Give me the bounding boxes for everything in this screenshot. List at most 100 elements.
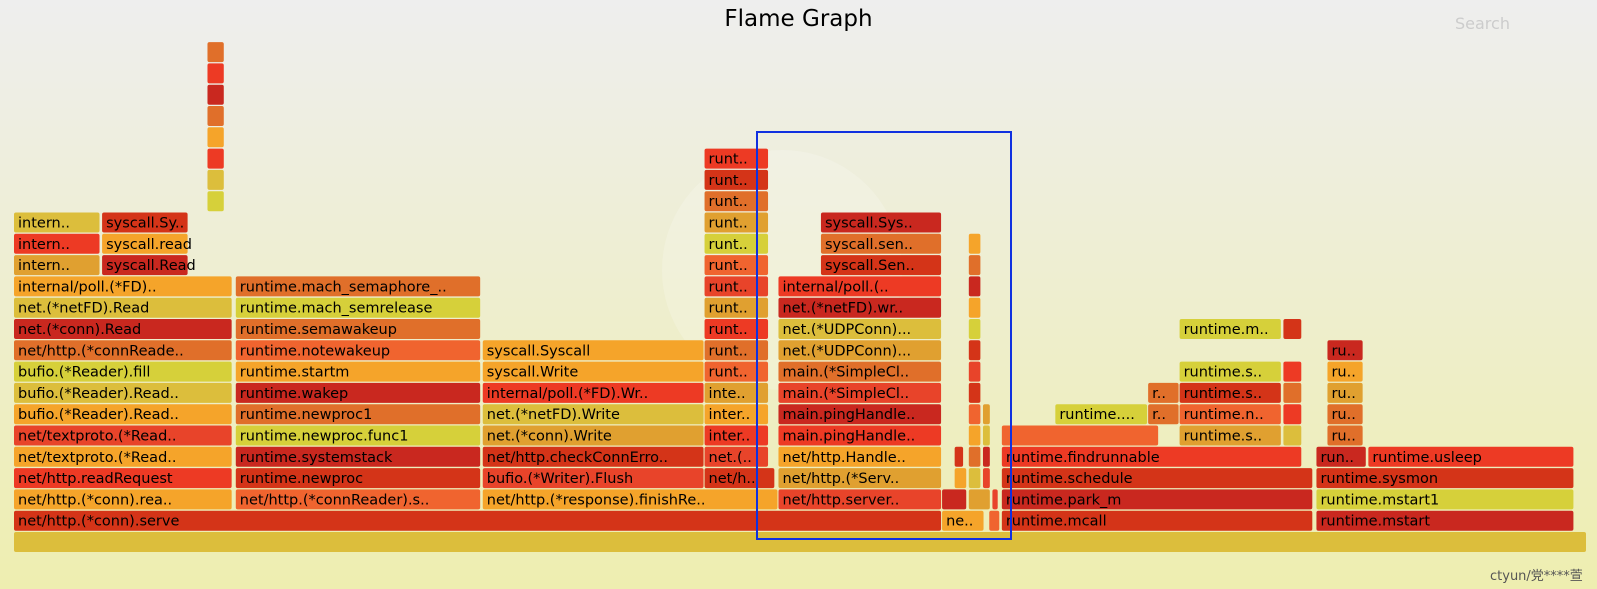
flame-frame[interactable]: [968, 382, 981, 403]
flame-frame-rect[interactable]: [968, 297, 981, 318]
flame-frame[interactable]: runtime.schedule: [1001, 468, 1313, 489]
flame-frame[interactable]: runtime.notewakeup: [235, 340, 481, 361]
flame-frame-rect[interactable]: [704, 212, 769, 233]
flame-frame-rect[interactable]: [1001, 468, 1313, 489]
flame-frame-rect[interactable]: [207, 106, 224, 126]
flame-frame-rect[interactable]: [14, 532, 1586, 552]
flame-frame-rect[interactable]: [1327, 425, 1363, 446]
flame-frame-rect[interactable]: [207, 42, 224, 63]
flame-frame[interactable]: [982, 468, 990, 489]
flame-frame-rect[interactable]: [235, 446, 481, 467]
flame-frame[interactable]: [989, 510, 1000, 531]
flame-frame[interactable]: runt..: [704, 233, 769, 254]
flame-frame[interactable]: inte..: [704, 382, 769, 403]
flame-frame[interactable]: [968, 297, 981, 318]
flame-frame-rect[interactable]: [1316, 468, 1574, 489]
flame-frame-rect[interactable]: [968, 255, 981, 276]
flame-frame-rect[interactable]: [942, 489, 967, 510]
flame-frame-rect[interactable]: [982, 404, 990, 425]
flame-frame-rect[interactable]: [14, 276, 232, 297]
flame-frame-rect[interactable]: [1179, 319, 1281, 339]
flame-frame[interactable]: net.(*UDPConn)...: [778, 319, 942, 339]
flame-frame[interactable]: syscall.sen..: [820, 233, 942, 254]
flame-frame[interactable]: [968, 319, 981, 339]
flame-frame-rect[interactable]: [1001, 446, 1302, 467]
flame-frame-rect[interactable]: [704, 148, 769, 169]
flame-frame[interactable]: runtime.semawakeup: [235, 319, 481, 339]
flame-frame-rect[interactable]: [778, 319, 942, 339]
flame-frame[interactable]: net/http.(*connReader).s..: [235, 489, 481, 510]
flame-frame-rect[interactable]: [704, 319, 769, 339]
flame-frame[interactable]: runt..: [704, 191, 769, 212]
flame-frame-rect[interactable]: [482, 382, 704, 403]
flame-frame[interactable]: [207, 191, 224, 212]
flame-frame-rect[interactable]: [1179, 382, 1281, 403]
flame-frame[interactable]: [968, 468, 981, 489]
flame-frame[interactable]: runt..: [704, 255, 769, 276]
flame-frame[interactable]: ru..: [1327, 425, 1363, 446]
flame-frame-rect[interactable]: [235, 340, 481, 361]
flame-frame[interactable]: intern..: [14, 212, 100, 233]
flame-frame[interactable]: net/http.(*conn).rea..: [14, 489, 232, 510]
flame-frame-rect[interactable]: [482, 425, 704, 446]
flame-frame[interactable]: intern..: [14, 233, 100, 254]
flame-frame-rect[interactable]: [14, 212, 100, 233]
flame-frame[interactable]: runtime.mach_semaphore_..: [235, 276, 481, 297]
flame-frame-rect[interactable]: [1283, 382, 1302, 403]
flame-frame-rect[interactable]: [14, 489, 232, 510]
flame-frame[interactable]: main.(*SimpleCl..: [778, 382, 942, 403]
flame-frame-rect[interactable]: [954, 468, 967, 489]
flame-frame-rect[interactable]: [102, 255, 188, 276]
flame-frame[interactable]: [992, 489, 998, 510]
flame-frame[interactable]: runtime.findrunnable: [1001, 446, 1302, 467]
flame-frame-rect[interactable]: [14, 319, 232, 339]
flame-frame-rect[interactable]: [1148, 404, 1179, 425]
flame-frame-rect[interactable]: [968, 404, 981, 425]
flame-frame-rect[interactable]: [207, 191, 224, 212]
flame-frame[interactable]: [968, 425, 981, 446]
flame-frame[interactable]: [207, 106, 224, 126]
flame-frame[interactable]: runtime.systemstack: [235, 446, 481, 467]
flame-frame[interactable]: [207, 42, 224, 63]
flame-frame-rect[interactable]: [482, 489, 778, 510]
flame-frame[interactable]: runtime.mcall: [1001, 510, 1313, 531]
flame-frame[interactable]: internal/poll.(*FD)..: [14, 276, 232, 297]
flame-frame-rect[interactable]: [704, 233, 769, 254]
flame-frame-rect[interactable]: [968, 489, 990, 510]
flame-frame-rect[interactable]: [704, 404, 769, 425]
flame-frame-rect[interactable]: [482, 340, 704, 361]
flame-frame-rect[interactable]: [1283, 404, 1302, 425]
flame-frame[interactable]: [207, 127, 224, 148]
flame-frame-rect[interactable]: [1148, 382, 1179, 403]
flame-frame-rect[interactable]: [989, 510, 1000, 531]
flame-frame[interactable]: runtime.sysmon: [1316, 468, 1574, 489]
flame-frame-rect[interactable]: [704, 446, 769, 467]
flame-frame[interactable]: runt..: [704, 297, 769, 318]
flame-frame-rect[interactable]: [207, 127, 224, 148]
flame-frame[interactable]: runtime.m..: [1179, 319, 1281, 339]
flame-frame[interactable]: net/textproto.(*Read..: [14, 425, 232, 446]
flame-frame[interactable]: runt..: [704, 319, 769, 339]
flame-frame-rect[interactable]: [482, 361, 704, 382]
flame-frame[interactable]: main.pingHandle..: [778, 404, 942, 425]
flame-frame-rect[interactable]: [14, 340, 232, 361]
flame-frame[interactable]: net.(*conn).Read: [14, 319, 232, 339]
flame-frame[interactable]: main.pingHandle..: [778, 425, 942, 446]
flame-frame[interactable]: inter..: [704, 425, 769, 446]
flame-frame[interactable]: [1283, 425, 1302, 446]
flame-frame[interactable]: runtime.s..: [1179, 382, 1281, 403]
flame-frame-rect[interactable]: [704, 297, 769, 318]
flame-frame[interactable]: runtime.startm: [235, 361, 481, 382]
flame-frame[interactable]: ru..: [1327, 361, 1363, 382]
flame-frame-rect[interactable]: [482, 468, 704, 489]
flame-frame-rect[interactable]: [968, 340, 981, 361]
flame-frame[interactable]: runtime.usleep: [1368, 446, 1574, 467]
flame-frame[interactable]: [207, 169, 224, 190]
flame-frame-rect[interactable]: [207, 148, 224, 169]
flame-frame-rect[interactable]: [14, 361, 232, 382]
flame-frame-rect[interactable]: [207, 84, 224, 105]
flame-frame-rect[interactable]: [207, 169, 224, 190]
flame-frame-rect[interactable]: [1316, 489, 1574, 510]
flame-frame[interactable]: runtime.s..: [1179, 425, 1281, 446]
flame-frame[interactable]: [968, 340, 981, 361]
